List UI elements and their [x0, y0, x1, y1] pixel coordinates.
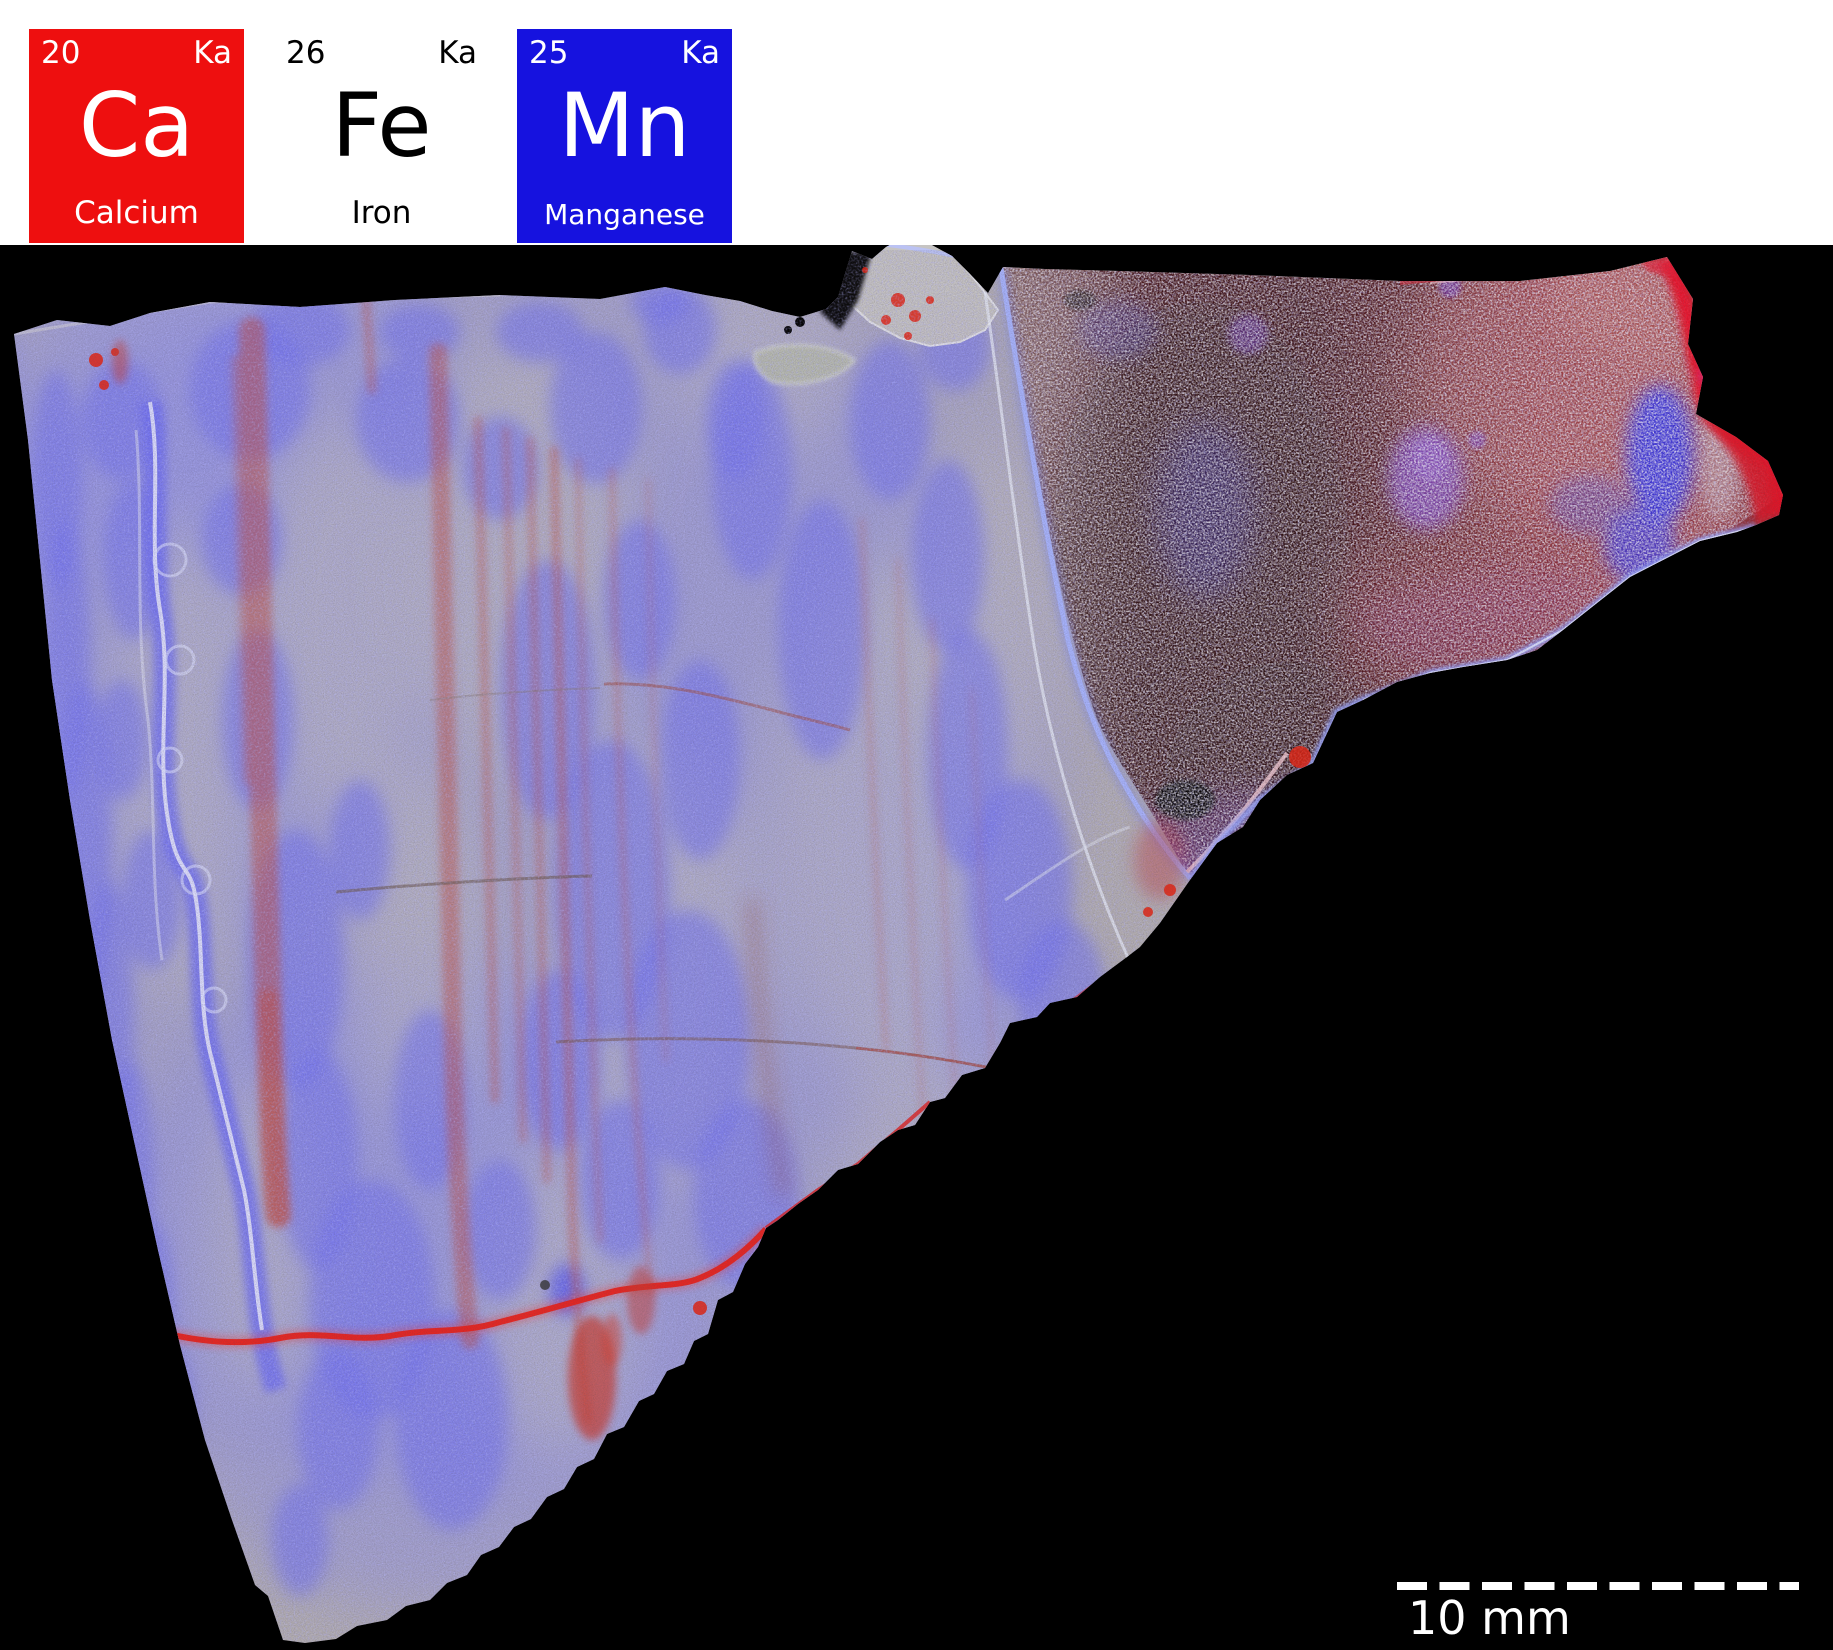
element-symbol-mn: Mn: [558, 73, 691, 177]
element-tile-calcium: 20 Ka Ca Calcium: [29, 29, 244, 243]
atomic-number-fe: 26: [286, 35, 326, 71]
element-tile-iron: 26 Ka Fe Iron: [274, 29, 489, 243]
element-name-fe: Iron: [351, 195, 412, 231]
element-name-mn: Manganese: [544, 198, 705, 231]
element-tile-manganese: 25 Ka Mn Manganese: [517, 29, 732, 243]
atomic-number-mn: 25: [529, 35, 569, 71]
specimen-map: 10 mm: [0, 245, 1833, 1650]
element-name-ca: Calcium: [74, 195, 199, 231]
emission-line-ca: Ka: [193, 35, 232, 71]
legend-header: 20 Ka Ca Calcium 26 Ka Fe Iron 25 Ka Mn …: [0, 0, 1833, 245]
scale-bar-label: 10 mm: [1408, 1591, 1571, 1645]
emission-line-mn: Ka: [681, 35, 720, 71]
atomic-number-ca: 20: [41, 35, 81, 71]
scale-bar: 10 mm: [1397, 1582, 1799, 1645]
element-symbol-ca: Ca: [78, 73, 195, 177]
element-symbol-fe: Fe: [331, 73, 432, 177]
emission-line-fe: Ka: [438, 35, 477, 71]
